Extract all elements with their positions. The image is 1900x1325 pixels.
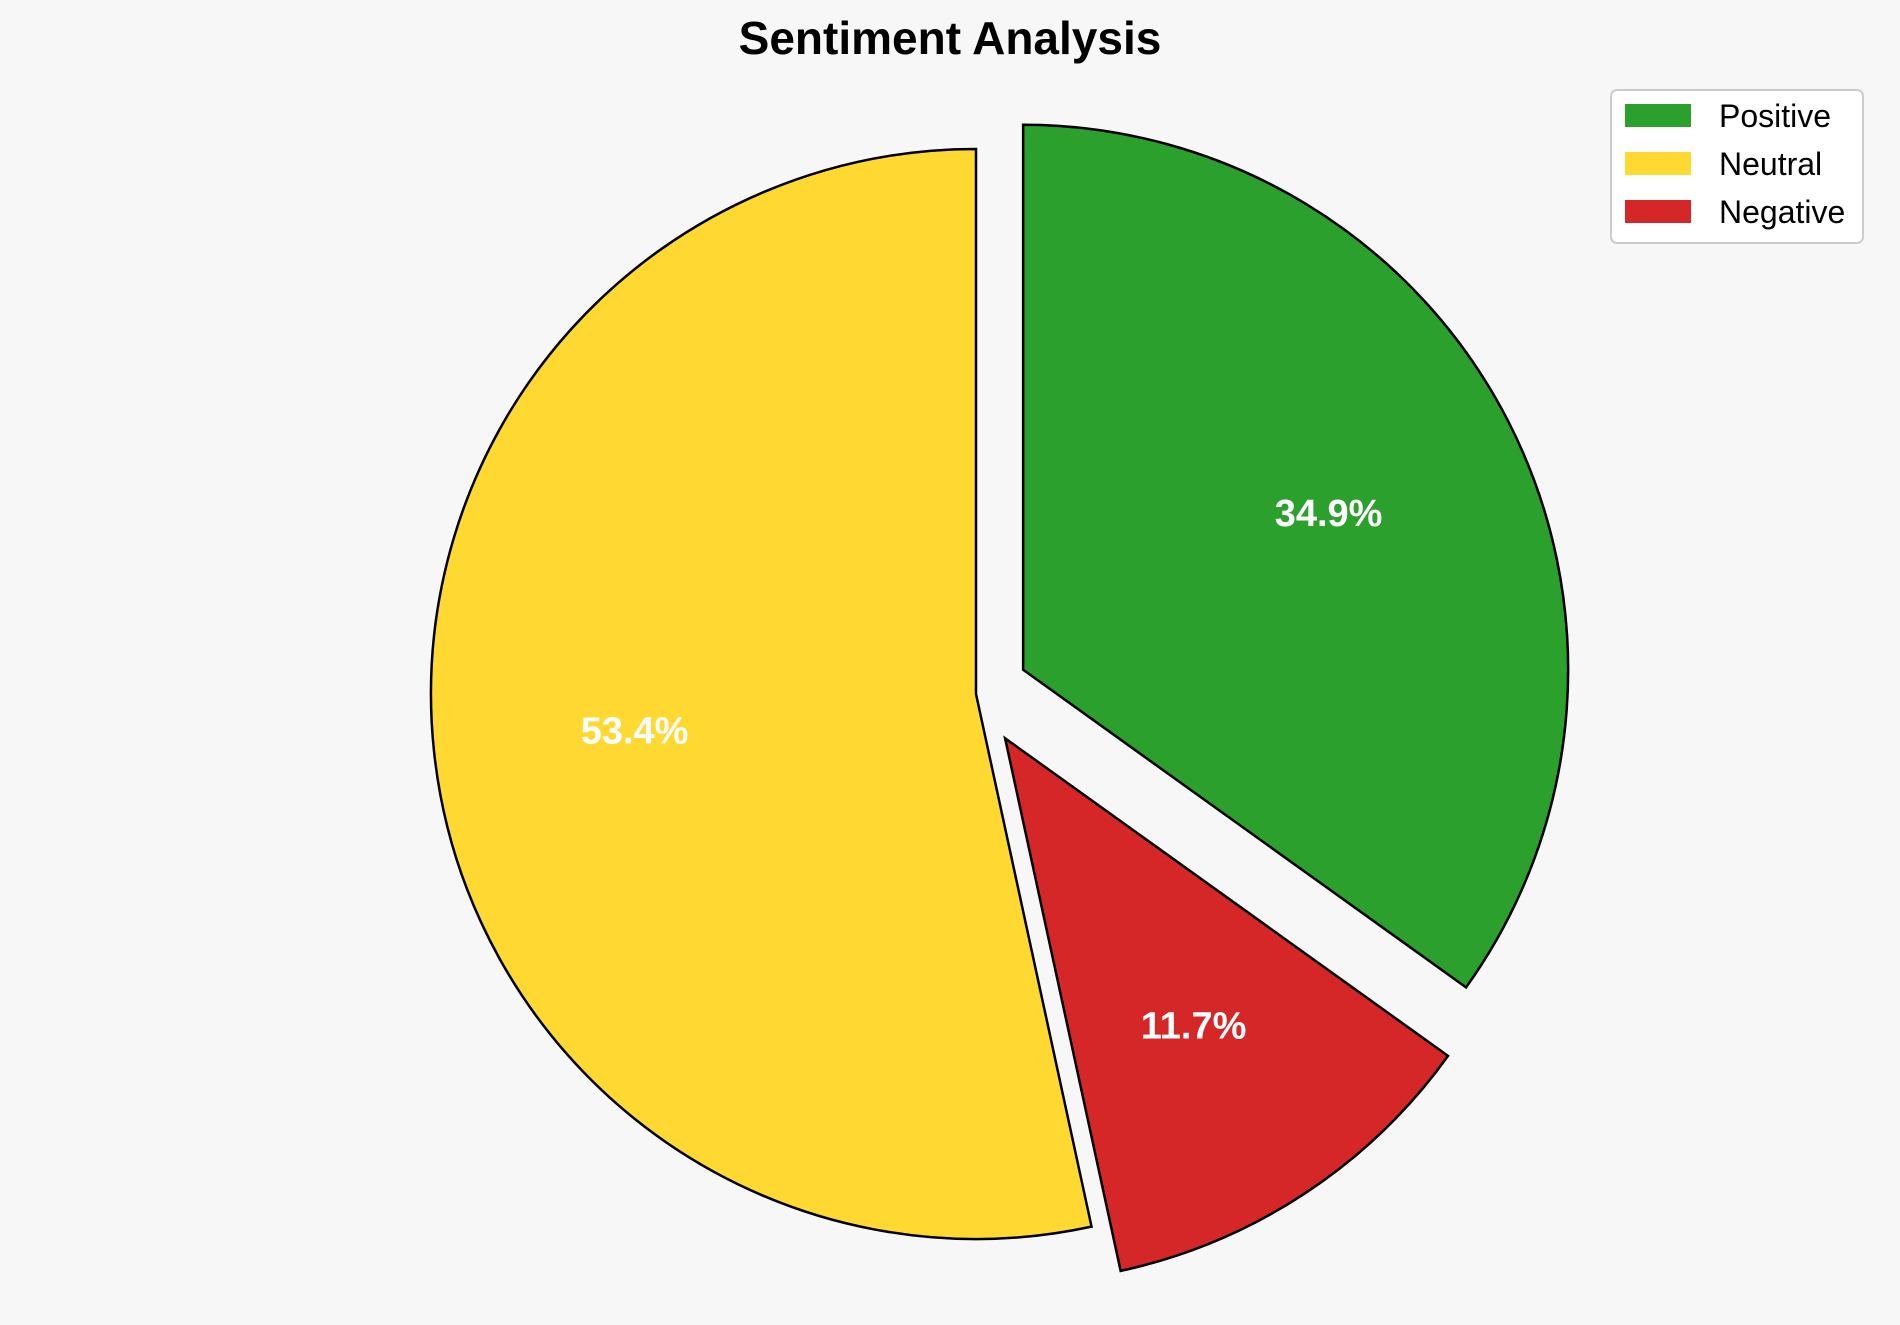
legend-swatch-positive (1625, 104, 1691, 127)
pie-slices (429, 123, 1570, 1273)
slice-label-negative: 11.7% (1141, 1005, 1247, 1047)
legend-label-negative: Negative (1719, 194, 1845, 230)
pie-slice-neutral (429, 147, 1094, 1241)
legend-entries: Positive Neutral Negative (1625, 98, 1845, 230)
slice-label-positive: 34.9% (1275, 493, 1383, 535)
legend-label-positive: Positive (1719, 98, 1831, 134)
pie-slice-negative (1003, 735, 1450, 1273)
chart-title: Sentiment Analysis (739, 12, 1162, 64)
pie-slice-positive (1021, 123, 1570, 990)
slice-label-neutral: 53.4% (581, 711, 689, 753)
pie-slice-labels: 53.4% 11.7% 34.9% (581, 493, 1383, 1047)
legend-label-neutral: Neutral (1719, 146, 1822, 182)
legend: Positive Neutral Negative (1610, 89, 1864, 244)
legend-swatch-negative (1625, 200, 1691, 223)
legend-swatch-neutral (1625, 152, 1691, 175)
